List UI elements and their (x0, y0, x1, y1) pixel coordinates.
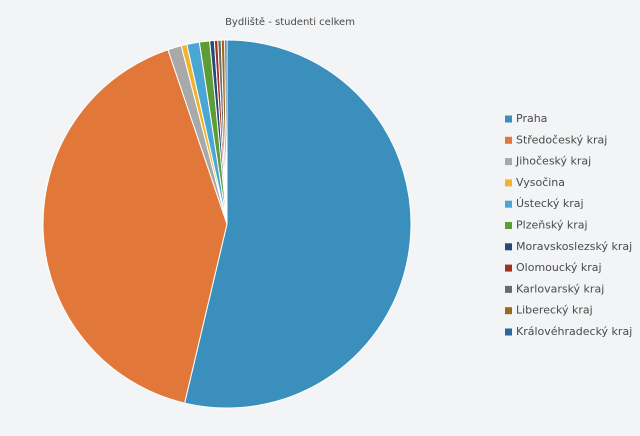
legend-swatch (505, 158, 512, 166)
pie-slice (184, 39, 412, 409)
legend-swatch (505, 115, 512, 123)
legend-swatch (505, 243, 512, 251)
legend-swatch (505, 285, 512, 293)
legend-swatch (505, 200, 512, 208)
legend-swatch (505, 307, 512, 315)
legend-swatch (505, 328, 512, 336)
legend-text: Plzeňský kraj (516, 219, 588, 232)
legend-text: Moravskoslezský kraj (516, 240, 632, 253)
legend-swatch (505, 222, 512, 229)
legend-text: Karlovarský kraj (516, 282, 604, 295)
pie-slice (224, 39, 228, 225)
legend-text: Vysočina (516, 176, 565, 189)
legend-text: Královéhradecký kraj (516, 325, 632, 338)
legend-swatch (505, 136, 512, 144)
legend-text: Olomoucký kraj (516, 261, 602, 274)
legend-swatch (505, 179, 512, 187)
legend-swatch (505, 264, 512, 272)
legend-text: Ústecký kraj (516, 197, 584, 210)
legend-text: Praha (516, 112, 547, 125)
pie-slice (42, 49, 228, 404)
legend-text: Liberecký kraj (516, 304, 593, 317)
chart-title: Bydliště - studenti celkem (225, 16, 355, 28)
legend-text: Středočeský kraj (516, 133, 607, 146)
legend-text: Jihočeský kraj (515, 155, 591, 168)
